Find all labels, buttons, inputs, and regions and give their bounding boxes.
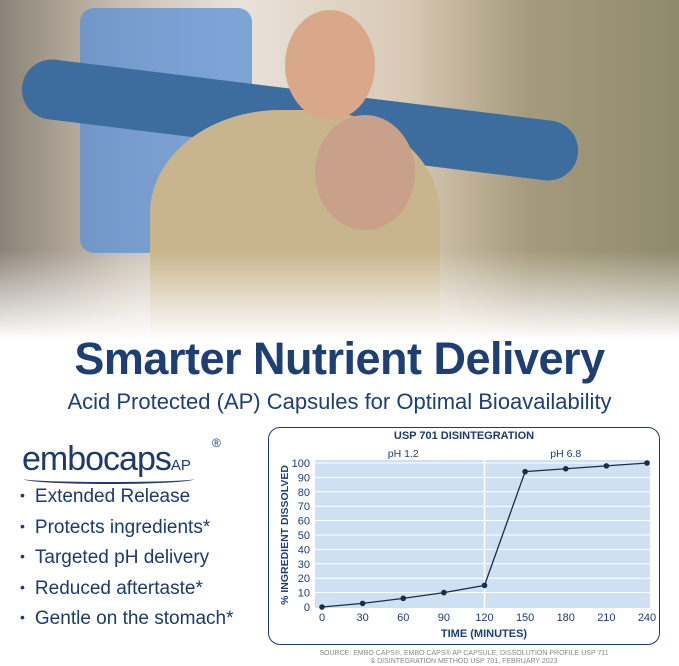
x-axis-label: TIME (MINUTES) xyxy=(441,628,527,640)
photo-fade xyxy=(0,250,679,340)
y-axis-label: % INGREDIENT DISSOLVED xyxy=(279,465,291,605)
region-label: pH 6.8 xyxy=(550,448,581,460)
plot-area xyxy=(315,460,650,608)
logo-text: embocaps xyxy=(22,440,172,478)
y-tick-label: 50 xyxy=(298,530,310,542)
data-point xyxy=(562,465,569,472)
y-tick-label: 80 xyxy=(298,487,310,499)
y-tick-label: 90 xyxy=(298,472,310,484)
source-line: SOURCE: EMBO CAPS®, EMBO CAPS® AP CAPSUL… xyxy=(319,650,609,657)
x-tick-label: 210 xyxy=(597,612,615,624)
chart-frame xyxy=(268,427,660,645)
region-label: pH 1.2 xyxy=(388,448,419,460)
y-tick-label: 30 xyxy=(298,559,310,571)
x-tick-label: 240 xyxy=(638,612,656,624)
data-point xyxy=(644,460,650,466)
data-point xyxy=(359,600,366,607)
feature-item: Reduced aftertaste* xyxy=(20,578,233,609)
y-tick-label: 10 xyxy=(298,588,310,600)
x-tick-label: 30 xyxy=(357,612,369,624)
x-tick-label: 180 xyxy=(557,612,575,624)
feature-item: Extended Release xyxy=(20,486,233,517)
feature-list: Extended Release Protects ingredients* T… xyxy=(20,486,234,639)
y-tick-label: 0 xyxy=(304,602,310,614)
data-point xyxy=(441,589,447,596)
feature-item: Gentle on the stomach* xyxy=(20,608,234,639)
data-point xyxy=(400,595,407,602)
data-point xyxy=(603,463,610,469)
source-line: & DISINTEGRATION METHOD USP 701, FEBRUAR… xyxy=(370,658,558,665)
subheadline: Acid Protected (AP) Capsules for Optimal… xyxy=(67,389,612,414)
y-tick-label: 20 xyxy=(298,573,310,585)
chart-title: USP 701 DISINTEGRATION xyxy=(393,430,535,442)
x-tick-label: 90 xyxy=(438,612,450,624)
y-tick-label: 100 xyxy=(292,458,310,470)
data-point xyxy=(522,468,528,475)
photo-man-head xyxy=(315,115,415,230)
logo-swoosh xyxy=(24,474,194,484)
headline: Smarter Nutrient Delivery xyxy=(74,333,605,384)
photo-woman-head xyxy=(285,10,375,120)
source-note: SOURCE: EMBO CAPS®, EMBO CAPS® AP CAPSUL… xyxy=(268,650,660,666)
hero-photo xyxy=(0,0,679,340)
feature-item: Targeted pH delivery xyxy=(20,547,233,578)
x-tick-label: 0 xyxy=(319,612,325,624)
y-tick-label: 40 xyxy=(298,544,310,556)
embocaps-logo: embocapsAP ® xyxy=(22,436,221,484)
logo-suffix: AP xyxy=(170,457,191,474)
feature-item: Protects ingredients* xyxy=(20,517,233,548)
x-tick-label: 120 xyxy=(475,612,493,624)
x-tick-label: 60 xyxy=(397,612,409,624)
data-point xyxy=(481,582,488,589)
x-tick-label: 150 xyxy=(516,612,534,624)
y-tick-label: 70 xyxy=(298,501,310,513)
y-tick-label: 60 xyxy=(298,516,310,528)
registered-mark: ® xyxy=(212,436,221,450)
data-point xyxy=(319,604,325,610)
